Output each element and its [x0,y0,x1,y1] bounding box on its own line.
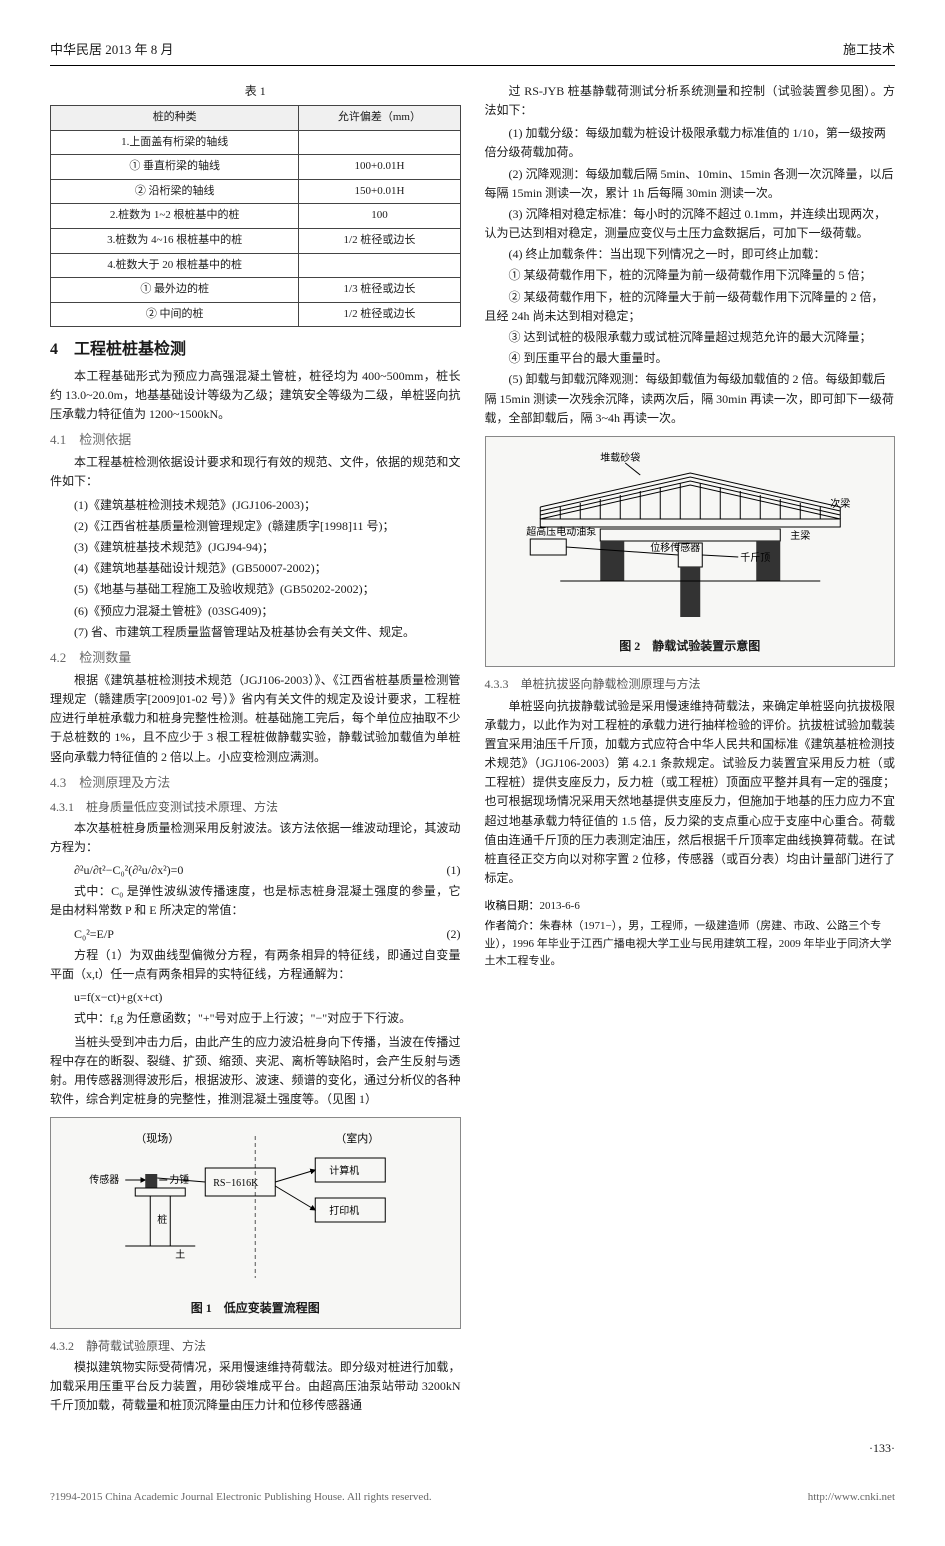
rightcol-item: (3) 沉降相对稳定标准：每小时的沉降不超过 0.1mm，并连续出现两次，认为已… [485,205,896,243]
formula1-num: (1) [421,861,461,880]
right-column: 过 RS-JYB 桩基静载荷测试分析系统测量和控制（试验装置参见图）。方法如下：… [485,82,896,1420]
formula1-body: ∂²u/∂t²−C₀²(∂²u/∂x²)=0 [50,861,421,880]
left-column: 表 1 桩的种类 允许偏差（mm） 1.上面盖有桁梁的轴线 ① 垂直桁梁的轴线1… [50,82,461,1420]
fig2-svg: 堆载砂袋 [496,447,885,627]
section43-title: 4.3 检测原理及方法 [50,773,461,794]
formula3-body: u=f(x−ct)+g(x+ct) [50,988,461,1007]
rightcol-item: (1) 加载分级：每级加载为桩设计极限承载力标准值的 1/10，第一级按两倍分级… [485,124,896,162]
section432-title: 4.3.2 静荷载试验原理、方法 [50,1337,461,1356]
table-row: 3.桩数为 4~16 根桩基中的桩1/2 桩径或边长 [51,228,461,253]
rightcol-sub4: ② 某级荷载作用下，桩的沉降量大于前一级荷载作用下沉降量的 2 倍，且经 24h… [485,288,896,326]
section41-title: 4.1 检测依据 [50,430,461,451]
fig2-jack-label: 千斤顶 [740,552,770,564]
fig2-pump-label: 超高压电动油泵 [526,525,596,538]
section431-p2: 式中：C₀ 是弹性波纵波传播速度，也是标志桩身混凝土强度的参量，它是由材料常数 … [50,882,461,920]
author-info: 收稿日期：2013-6-6 作者简介：朱春林（1971−），男，工程师，一级建造… [485,898,896,970]
fig1-rsbox-label: RS−1616K [213,1178,259,1189]
rightcol-item: (4) 终止加载条件：当出现下列情况之一时，即可终止加载： [485,245,896,264]
section42-body: 根据《建筑基桩检测技术规范（JGJ106-2003）》、《江西省桩基质量检测管理… [50,671,461,767]
fig2-main-label: 主梁 [790,529,810,542]
author-body: 朱春林（1971−），男，工程师，一级建造师（房建、市政、公路三个专业），199… [485,920,892,967]
section41-item: (6)《预应力混凝土管桩》(03SG409)； [50,602,461,621]
rightcol-sub4: ④ 到压重平台的最大重量时。 [485,349,896,368]
rightcol-sub4: ③ 达到试桩的极限承载力或试桩沉降量超过规范允许的最大沉降量； [485,328,896,347]
table-row: ① 垂直桁梁的轴线100+0.01H [51,155,461,180]
page-number: ·133· [50,1439,895,1458]
footer-left: ?1994-2015 China Academic Journal Electr… [50,1489,432,1507]
section431-title: 4.3.1 桩身质量低应变测试技术原理、方法 [50,798,461,817]
table1: 桩的种类 允许偏差（mm） 1.上面盖有桁梁的轴线 ① 垂直桁梁的轴线100+0… [50,105,461,327]
fig1-sensor-label: 传感器 [89,1173,119,1186]
section431-p1: 本次基桩桩身质量检测采用反射波法。该方法依据一维波动理论，其波动方程为： [50,819,461,857]
fig2-sandbag-label: 堆载砂袋 [600,451,640,464]
formula3: u=f(x−ct)+g(x+ct) [50,988,461,1007]
fig2-secondary-label: 次梁 [830,497,850,510]
section4-title: 4 工程桩桩基检测 [50,337,461,363]
date-value: 2013-6-6 [540,900,580,912]
section41-intro: 本工程基桩检测依据设计要求和现行有效的规范、文件，依据的规范和文件如下： [50,453,461,491]
page-header: 中华民居 2013 年 8 月 施工技术 [50,40,895,66]
section431-p3: 方程（1）为双曲线型偏微分方程，有两条相异的特征线，即通过自变量平面（x,t）任… [50,946,461,984]
fig1-computer-label: 计算机 [329,1164,359,1177]
footer: ?1994-2015 China Academic Journal Electr… [50,1489,895,1507]
section433-title: 4.3.3 单桩抗拔竖向静载检测原理与方法 [485,675,896,694]
formula2: C₀²=E/P (2) [50,925,461,944]
two-column-layout: 表 1 桩的种类 允许偏差（mm） 1.上面盖有桁梁的轴线 ① 垂直桁梁的轴线1… [50,82,895,1420]
section41-item: (1)《建筑基桩检测技术规范》(JGJ106-2003)； [50,496,461,515]
fig1-indoor-label: （室内） [335,1131,379,1145]
section433-body: 单桩竖向抗拔静载试验是采用慢速维持荷载法，来确定单桩竖向抗拔极限承载力，以此作为… [485,697,896,889]
rightcol-item: (2) 沉降观测：每级加载后隔 5min、10min、15min 各测一次沉降量… [485,165,896,203]
figure2: 堆载砂袋 [485,436,896,667]
section432-body: 模拟建筑物实际受荷情况，采用慢速维持荷载法。即分级对桩进行加载，加载采用压重平台… [50,1358,461,1416]
fig1-svg: （现场） （室内） 传感器 力锤 桩 土 RS−1616K [61,1128,450,1288]
header-left: 中华民居 2013 年 8 月 [50,40,174,61]
section4-intro: 本工程基础形式为预应力高强混凝土管桩，桩径均为 400~500mm，桩长约 13… [50,367,461,425]
rightcol-item5: (5) 卸载与卸载沉降观测：每级卸载值为每级加载值的 2 倍。每级卸载后隔 15… [485,370,896,428]
date-label: 收稿日期： [485,900,540,912]
table1-col1: 允许偏差（mm） [299,105,460,130]
table-row: ① 最外边的桩1/3 桩径或边长 [51,278,461,303]
formula2-body: C₀²=E/P [50,925,421,944]
footer-right: http://www.cnki.net [808,1489,895,1507]
header-right: 施工技术 [843,40,895,61]
formula2-num: (2) [421,925,461,944]
table-row: ② 中间的桩1/2 桩径或边长 [51,302,461,327]
section41-item: (2)《江西省桩基质量检测管理规定》(赣建质字[1998]11 号)； [50,517,461,536]
formula1: ∂²u/∂t²−C₀²(∂²u/∂x²)=0 (1) [50,861,461,880]
author-label: 作者简介： [485,920,540,932]
section42-title: 4.2 检测数量 [50,648,461,669]
rightcol-sub4: ① 某级荷载作用下，桩的沉降量为前一级荷载作用下沉降量的 5 倍； [485,266,896,285]
table-row: 2.桩数为 1~2 根桩基中的桩100 [51,204,461,229]
figure1: （现场） （室内） 传感器 力锤 桩 土 RS−1616K [50,1117,461,1328]
section431-p5: 当桩头受到冲击力后，由此产生的应力波沿桩身向下传播，当波在传播过程中存在的断裂、… [50,1033,461,1110]
fig1-field-label: （现场） [135,1131,179,1145]
section41-item: (5)《地基与基础工程施工及验收规范》(GB50202-2002)； [50,580,461,599]
table-row: ② 沿桁梁的轴线150+0.01H [51,179,461,204]
fig2-caption: 图 2 静载试验装置示意图 [496,637,885,656]
table1-title: 表 1 [50,82,461,101]
table1-col0: 桩的种类 [51,105,299,130]
fig1-printer-label: 打印机 [329,1204,359,1217]
table-row: 1.上面盖有桁梁的轴线 [51,130,461,155]
section41-item: (4)《建筑地基基础设计规范》(GB50007-2002)； [50,559,461,578]
section41-item: (7) 省、市建筑工程质量监督管理站及桩基协会有关文件、规定。 [50,623,461,642]
table-row: 4.桩数大于 20 根桩基中的桩 [51,253,461,278]
fig1-caption: 图 1 低应变装置流程图 [61,1299,450,1318]
fig1-soil-label: 土 [175,1248,185,1261]
section431-p4: 式中：f,g 为任意函数；"+"号对应于上行波；"−"对应于下行波。 [50,1009,461,1028]
rightcol-top: 过 RS-JYB 桩基静载荷测试分析系统测量和控制（试验装置参见图）。方法如下： [485,82,896,120]
section41-item: (3)《建筑桩基技术规范》(JGJ94-94)； [50,538,461,557]
fig1-pile-label: 桩 [157,1213,167,1226]
